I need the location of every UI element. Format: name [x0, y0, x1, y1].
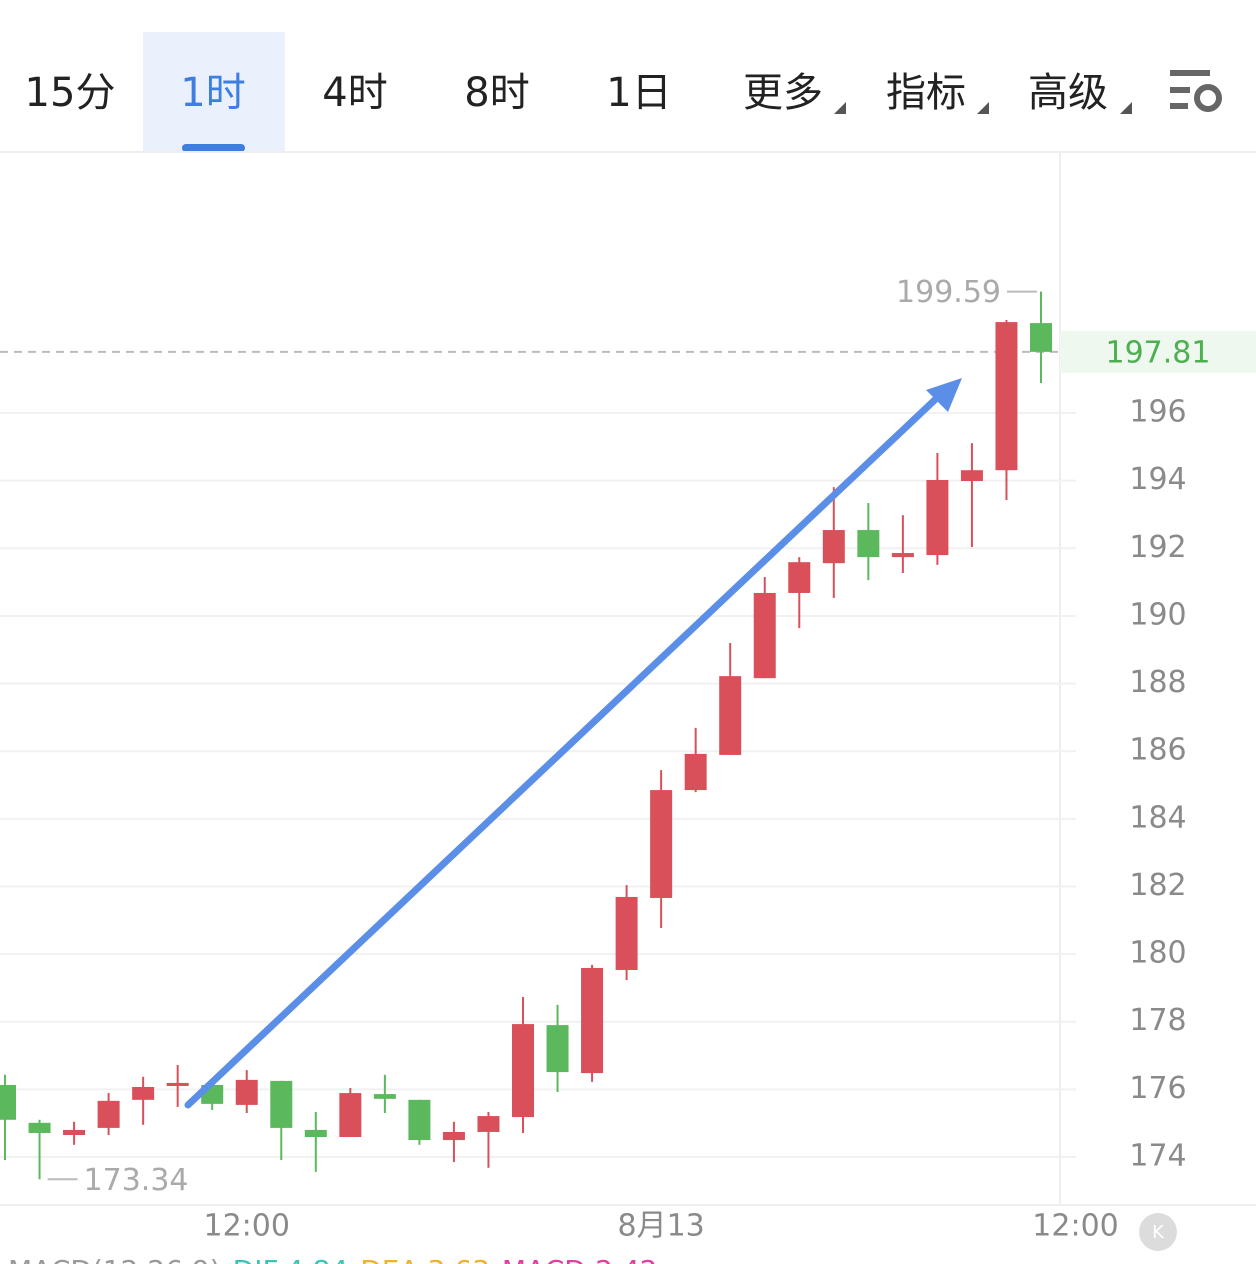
candle-body [822, 530, 845, 564]
candle-body [581, 967, 604, 1074]
selected-tab-indicator [182, 144, 245, 152]
candle-body [63, 1129, 86, 1136]
candle-body [546, 1025, 569, 1073]
candle-body [891, 553, 914, 558]
trend-arrow-head [926, 378, 962, 412]
y-tick-label: 184 [1129, 800, 1186, 835]
indicator-legend: MACD(12,26,9) DIF:4.84 DEA:3.63 MACD:2.42 [8, 1254, 658, 1264]
kline-button[interactable] [1139, 1213, 1177, 1251]
dropdown-caret [977, 102, 989, 114]
dropdown-caret [1120, 102, 1132, 114]
candle-body [995, 322, 1018, 471]
candle-body [97, 1100, 120, 1128]
y-tick-label: 190 [1129, 597, 1186, 632]
indicator-legend-item: DEA:3.63 [360, 1254, 490, 1264]
candle-body [1030, 323, 1053, 352]
y-tick-label: 174 [1129, 1138, 1186, 1173]
candle-body [477, 1116, 500, 1132]
low-label: 173.34 [84, 1163, 189, 1198]
tab[interactable]: 4时 [322, 70, 387, 116]
y-tick-label: 194 [1129, 462, 1186, 497]
candle-body [442, 1131, 465, 1141]
candle-body [339, 1093, 362, 1138]
tab[interactable]: 1时 [180, 70, 245, 116]
selected-tab-bg [143, 32, 285, 152]
candle-body [408, 1099, 431, 1141]
tab[interactable]: 1日 [606, 70, 671, 116]
last-price-label: 197.81 [1106, 335, 1211, 370]
trend-arrow [184, 391, 944, 1109]
candle-body [270, 1080, 293, 1128]
candle-body [788, 562, 811, 593]
tab[interactable]: 高级 [1028, 70, 1108, 116]
y-tick-label: 192 [1129, 530, 1186, 565]
y-tick-label: 176 [1129, 1071, 1186, 1106]
x-tick-label: 8月13 [618, 1209, 705, 1244]
high-label: 199.59 [896, 275, 1001, 310]
dropdown-caret [834, 102, 846, 114]
tab[interactable]: 8时 [464, 70, 529, 116]
last-price-bg [1060, 330, 1256, 373]
indicator-legend-item: MACD:2.42 [502, 1254, 658, 1264]
kline-button-icon: K [1152, 1222, 1165, 1243]
tab[interactable]: 指标 [886, 70, 966, 116]
candle-body [753, 592, 776, 679]
candle-body [650, 790, 673, 898]
y-tick-label: 182 [1129, 868, 1186, 903]
candle-body [857, 530, 880, 558]
tab[interactable]: 更多 [743, 70, 823, 116]
indicator-legend-item: DIF:4.84 [233, 1254, 349, 1264]
candle-body [0, 1084, 17, 1120]
settings-icon[interactable] [1170, 70, 1222, 112]
y-tick-label: 186 [1129, 733, 1186, 768]
candle-body [132, 1086, 155, 1100]
candle-body [684, 753, 707, 791]
x-tick-label: 12:00 [1032, 1209, 1118, 1244]
candle-body [719, 676, 742, 755]
candle-body [615, 896, 638, 970]
y-tick-label: 180 [1129, 936, 1186, 971]
y-tick-label: 188 [1129, 665, 1186, 700]
candle-body [926, 480, 949, 556]
candle-body [512, 1024, 535, 1118]
y-tick-label: 178 [1129, 1003, 1186, 1038]
tab[interactable]: 15分 [25, 70, 116, 116]
candle-body [166, 1082, 189, 1086]
candle-body [235, 1079, 258, 1105]
candle-body [28, 1122, 51, 1133]
candle-body [960, 470, 983, 482]
candle-body [304, 1129, 327, 1138]
y-tick-label: 196 [1129, 395, 1186, 430]
candle-body [373, 1094, 396, 1099]
x-tick-label: 12:00 [204, 1209, 290, 1244]
indicator-legend-item: MACD(12,26,9) [8, 1254, 221, 1264]
